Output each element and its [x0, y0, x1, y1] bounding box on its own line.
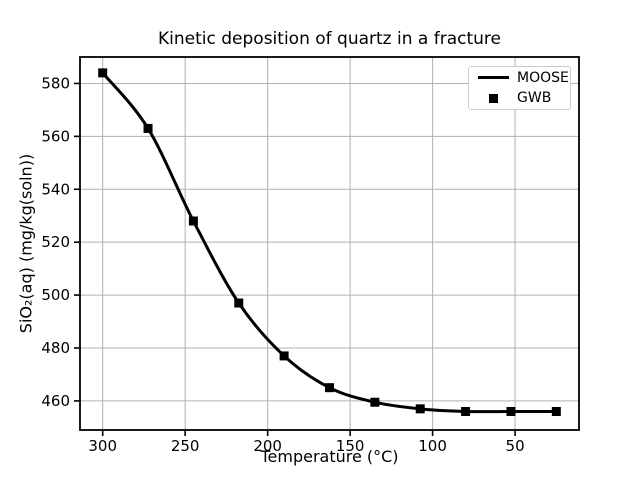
y-tick-label: 580 [41, 74, 70, 92]
y-tick-label: 540 [41, 180, 70, 198]
line-sample-icon [478, 76, 509, 80]
gwb-marker [506, 406, 516, 416]
x-tick-label: 250 [171, 437, 200, 455]
x-axis-label: Temperature (°C) [260, 447, 399, 466]
x-tick-label: 300 [88, 437, 117, 455]
x-tick-label: 100 [418, 437, 447, 455]
y-tick-label: 560 [41, 127, 70, 145]
moose-curve [101, 71, 558, 414]
gwb-marker [461, 406, 471, 416]
gwb-marker [325, 383, 334, 393]
x-tick-label: 50 [506, 437, 525, 455]
y-tick-label: 460 [41, 392, 70, 410]
x-tick-label: 200 [253, 437, 282, 455]
chart-title: Kinetic deposition of quartz in a fractu… [158, 29, 501, 49]
legend-label-moose: MOOSE [517, 69, 569, 86]
legend-item-gwb: GWB [469, 88, 570, 108]
gwb-marker [415, 404, 425, 414]
gwb-marker [188, 216, 198, 226]
y-axis-label: SiO₂(aq) (mg/kg(soln)) [16, 153, 36, 334]
gwb-marker [143, 123, 153, 133]
legend-item-moose: MOOSE [469, 68, 570, 88]
legend: MOOSE GWB [468, 66, 571, 110]
y-tick-label: 520 [41, 233, 70, 251]
gwb-marker [370, 397, 380, 407]
axes-frame [79, 56, 580, 431]
gwb-marker [98, 68, 108, 78]
y-tick-label: 480 [41, 339, 70, 357]
gwb-marker [551, 406, 561, 416]
y-tick-label: 500 [41, 286, 70, 304]
gwb-marker [234, 298, 244, 308]
gwb-marker [279, 351, 289, 361]
x-tick-label: 150 [336, 437, 365, 455]
legend-label-gwb: GWB [517, 90, 552, 107]
square-marker-icon [478, 93, 509, 103]
